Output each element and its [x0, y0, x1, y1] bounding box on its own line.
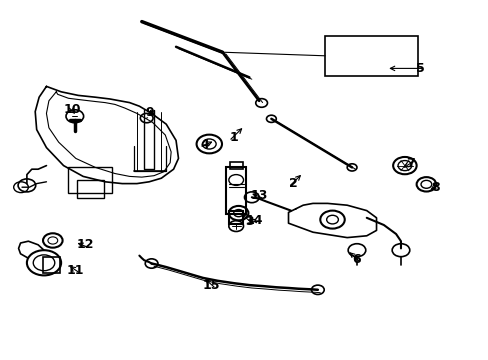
Text: 6: 6: [352, 253, 361, 266]
Text: 15: 15: [202, 279, 220, 292]
Text: 1: 1: [229, 131, 238, 144]
Bar: [77, 180, 104, 198]
Bar: [42, 257, 60, 273]
Text: 8: 8: [430, 181, 439, 194]
Text: 7: 7: [406, 157, 414, 170]
Text: 12: 12: [77, 238, 94, 251]
Bar: [226, 167, 245, 214]
Bar: [229, 211, 243, 224]
Text: 11: 11: [67, 264, 84, 276]
Text: 10: 10: [63, 103, 81, 116]
Circle shape: [27, 250, 61, 275]
Text: 3: 3: [244, 215, 253, 228]
Bar: [325, 36, 417, 76]
Text: 13: 13: [250, 189, 267, 202]
Bar: [229, 162, 242, 169]
Text: 9: 9: [145, 106, 154, 119]
Text: 14: 14: [245, 214, 263, 227]
Text: 4: 4: [200, 138, 208, 150]
Text: 2: 2: [288, 177, 297, 190]
Bar: [68, 167, 112, 193]
Text: 5: 5: [415, 62, 424, 75]
